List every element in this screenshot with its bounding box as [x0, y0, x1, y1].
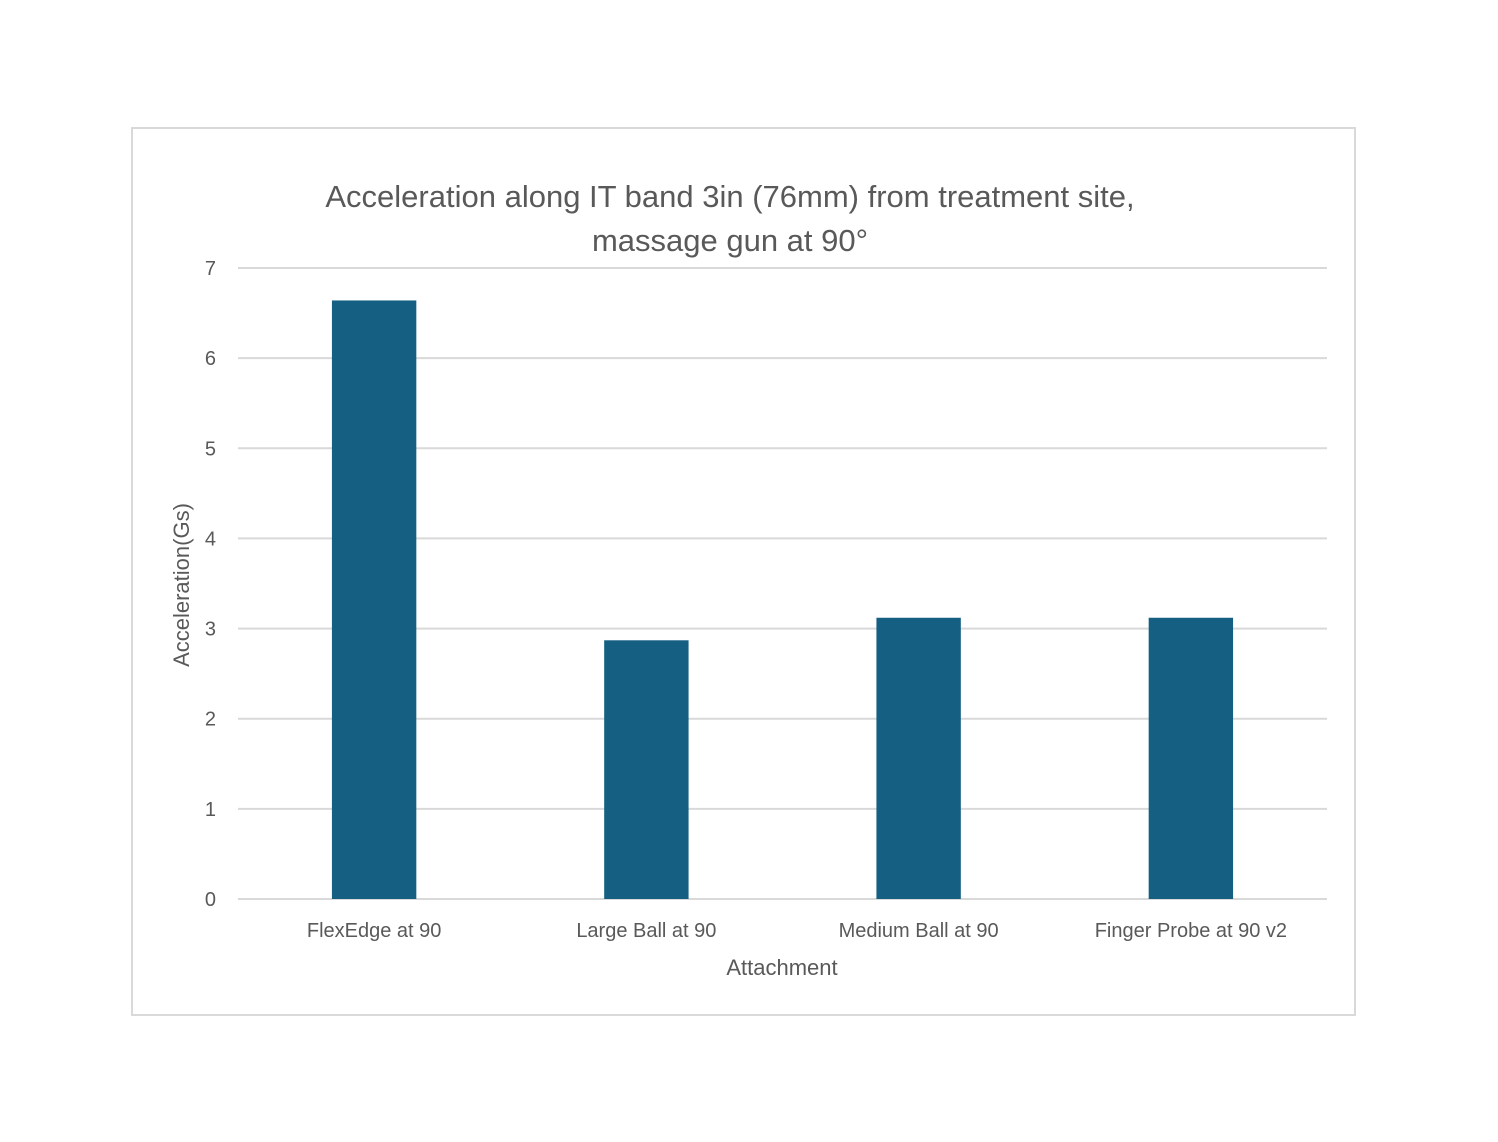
- y-tick-label: 5: [205, 438, 216, 460]
- x-tick-label: Medium Ball at 90: [839, 920, 999, 942]
- y-tick-label: 3: [205, 619, 216, 641]
- x-tick-label: Large Ball at 90: [576, 920, 716, 942]
- y-tick-label: 0: [205, 889, 216, 911]
- x-tick-label: Finger Probe at 90 v2: [1095, 920, 1287, 942]
- y-axis-ticks: 0 1 2 3 4 5 6 7: [205, 258, 216, 911]
- y-tick-label: 4: [205, 528, 216, 550]
- y-tick-label: 6: [205, 348, 216, 370]
- chart-title-line-1: Acceleration along IT band 3in (76mm) fr…: [325, 179, 1134, 214]
- bar: [1148, 617, 1234, 899]
- x-axis-title: Attachment: [726, 955, 837, 980]
- bar: [876, 617, 961, 899]
- chart-title-line-2: massage gun at 90°: [592, 223, 868, 258]
- y-axis-title: Acceleration(Gs): [169, 503, 194, 667]
- x-tick-label: FlexEdge at 90: [307, 920, 442, 942]
- x-axis-ticks: FlexEdge at 90 Large Ball at 90 Medium Bal…: [307, 920, 1287, 942]
- gridlines: [238, 267, 1327, 900]
- bar: [604, 640, 689, 899]
- bar: [331, 300, 417, 899]
- y-tick-label: 7: [205, 258, 216, 280]
- bars: [331, 300, 1234, 899]
- y-tick-label: 1: [205, 799, 216, 821]
- y-tick-label: 2: [205, 709, 216, 731]
